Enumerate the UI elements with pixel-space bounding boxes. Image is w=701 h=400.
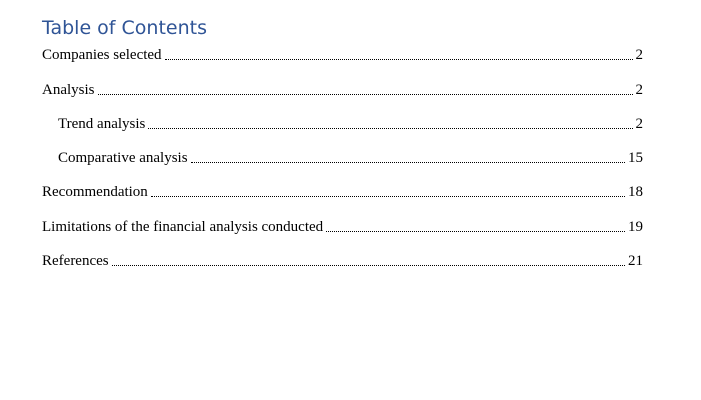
toc-entry-label: Limitations of the financial analysis co… xyxy=(42,219,324,235)
toc-entry-page-number: 18 xyxy=(628,184,643,200)
dot-leader xyxy=(150,195,625,197)
toc-entry-label: Recommendation xyxy=(42,184,148,200)
toc-entry-references[interactable]: References 21 xyxy=(42,248,643,270)
toc-entry-label: Analysis xyxy=(42,82,95,98)
dot-leader xyxy=(148,127,633,129)
toc-entry-page-number: 2 xyxy=(635,47,644,63)
toc-entry-label: Comparative analysis xyxy=(58,150,188,166)
toc-entry-limitations[interactable]: Limitations of the financial analysis co… xyxy=(42,214,643,236)
dot-leader xyxy=(97,93,633,95)
toc-entry-page-number: 15 xyxy=(628,150,643,166)
toc-entry-comparative-analysis[interactable]: Comparative analysis 15 xyxy=(58,145,643,167)
toc-entry-label: Companies selected xyxy=(42,47,162,63)
toc-entry-label: References xyxy=(42,253,109,269)
toc-entry-page-number: 19 xyxy=(628,219,643,235)
toc-entry-page-number: 2 xyxy=(635,82,644,98)
toc-entry-companies-selected[interactable]: Companies selected 2 xyxy=(42,42,643,64)
dot-leader xyxy=(164,58,633,60)
dot-leader xyxy=(111,264,625,266)
toc-entry-page-number: 2 xyxy=(635,116,644,132)
toc-entry-page-number: 21 xyxy=(628,253,643,269)
dot-leader xyxy=(326,230,625,232)
toc-entry-trend-analysis[interactable]: Trend analysis 2 xyxy=(58,111,643,133)
toc-title: Table of Contents xyxy=(42,17,207,39)
dot-leader xyxy=(190,161,625,163)
toc-entry-label: Trend analysis xyxy=(58,116,146,132)
toc-entry-analysis[interactable]: Analysis 2 xyxy=(42,77,643,99)
toc-entry-recommendation[interactable]: Recommendation 18 xyxy=(42,179,643,201)
